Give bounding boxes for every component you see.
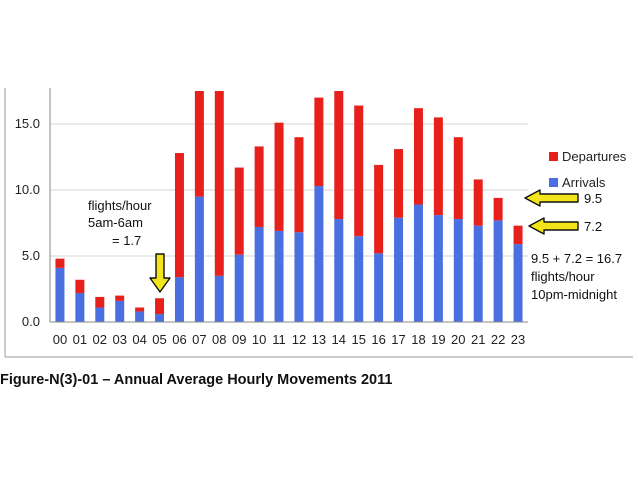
bar-departures-23 [513, 225, 523, 245]
x-tick-label: 22 [491, 332, 505, 347]
bar-arrivals-13 [314, 186, 324, 322]
bar-arrivals-14 [334, 219, 344, 322]
bar-arrivals-06 [174, 277, 184, 322]
bar-arrivals-20 [453, 219, 463, 322]
bar-departures-07 [194, 91, 204, 197]
legend-label-departures: Departures [562, 149, 627, 164]
bar-arrivals-07 [194, 196, 204, 322]
bar-arrivals-02 [95, 307, 105, 322]
x-tick-label: 09 [232, 332, 246, 347]
bar-departures-08 [214, 91, 224, 276]
bar-departures-02 [95, 296, 105, 308]
bar-arrivals-04 [135, 311, 145, 322]
x-tick-label: 20 [451, 332, 465, 347]
bar-arrivals-09 [234, 254, 244, 322]
y-tick-label: 0.0 [22, 314, 40, 329]
bar-departures-15 [354, 105, 364, 237]
x-tick-label: 14 [332, 332, 346, 347]
legend-swatch-arrivals [549, 178, 558, 187]
bar-departures-11 [274, 122, 284, 231]
legend-label-arrivals: Arrivals [562, 175, 606, 190]
x-tick-label: 10 [252, 332, 266, 347]
left-arrow-icon-top [524, 189, 579, 207]
x-tick-label: 16 [371, 332, 385, 347]
x-tick-label: 03 [112, 332, 126, 347]
bar-arrivals-05 [155, 314, 165, 322]
annotation-arrival-value: 9.5 [584, 191, 602, 206]
annotation-left-line-1: flights/hour [88, 198, 152, 213]
x-tick-label: 02 [93, 332, 107, 347]
bar-departures-17 [394, 149, 404, 218]
annotation-departure-value: 7.2 [584, 219, 602, 234]
x-tick-label: 21 [471, 332, 485, 347]
annotation-right-line-2: flights/hour [531, 269, 595, 284]
bar-arrivals-00 [55, 267, 65, 322]
x-tick-label: 01 [73, 332, 87, 347]
bar-departures-03 [115, 295, 125, 301]
bar-departures-18 [413, 108, 423, 205]
down-arrow-icon [149, 253, 171, 293]
x-tick-label: 13 [312, 332, 326, 347]
bar-arrivals-03 [115, 300, 125, 322]
figure-caption: Figure-N(3)-01 – Annual Average Hourly M… [0, 372, 393, 388]
bar-arrivals-15 [354, 236, 364, 322]
x-tick-label: 06 [172, 332, 186, 347]
annotation-right-line-1: 9.5 + 7.2 = 16.7 [531, 251, 622, 266]
x-tick-label: 17 [391, 332, 405, 347]
bar-departures-05 [155, 298, 165, 315]
legend: Departures Arrivals [549, 149, 627, 190]
x-tick-label: 11 [272, 332, 286, 347]
legend-swatch-departures [549, 152, 558, 161]
bar-departures-10 [254, 146, 264, 227]
bar-arrivals-21 [473, 225, 483, 322]
bar-departures-06 [174, 153, 184, 278]
annotation-right-line-3: 10pm-midnight [531, 287, 617, 302]
bar-arrivals-08 [214, 275, 224, 322]
bar-arrivals-22 [493, 220, 503, 322]
x-tick-label: 05 [152, 332, 166, 347]
y-tick-label: 10.0 [15, 182, 40, 197]
bar-arrivals-19 [433, 215, 443, 322]
bar-departures-20 [453, 137, 463, 220]
bar-arrivals-16 [374, 253, 384, 322]
y-tick-label: 5.0 [22, 248, 40, 263]
x-tick-label: 18 [411, 332, 425, 347]
y-tick-label: 15.0 [15, 116, 40, 131]
bar-departures-19 [433, 117, 443, 216]
bar-arrivals-12 [294, 232, 304, 322]
annotation-left-line-2: 5am-6am [88, 215, 143, 230]
bar-departures-00 [55, 258, 65, 268]
bar-arrivals-23 [513, 244, 523, 322]
bar-departures-09 [234, 167, 244, 255]
x-tick-label: 19 [431, 332, 445, 347]
x-tick-label: 04 [132, 332, 146, 347]
bar-departures-04 [135, 307, 145, 312]
bar-departures-16 [374, 164, 384, 254]
x-tick-label: 08 [212, 332, 226, 347]
x-tick-label: 12 [292, 332, 306, 347]
x-tick-label: 00 [53, 332, 67, 347]
bar-arrivals-18 [413, 204, 423, 322]
bar-arrivals-17 [394, 217, 404, 322]
bar-departures-22 [493, 197, 503, 221]
bar-arrivals-11 [274, 230, 284, 322]
left-arrow-icon-bottom [528, 217, 579, 235]
bar-departures-13 [314, 97, 324, 187]
bar-departures-01 [75, 279, 85, 293]
bar-departures-12 [294, 137, 304, 233]
bar-arrivals-10 [254, 226, 264, 322]
x-tick-label: 07 [192, 332, 206, 347]
bar-departures-21 [473, 179, 483, 226]
annotation-left-line-3: = 1.7 [112, 233, 141, 248]
bar-departures-14 [334, 91, 344, 220]
x-tick-label: 23 [511, 332, 525, 347]
bar-arrivals-01 [75, 292, 85, 322]
x-tick-label: 15 [351, 332, 365, 347]
